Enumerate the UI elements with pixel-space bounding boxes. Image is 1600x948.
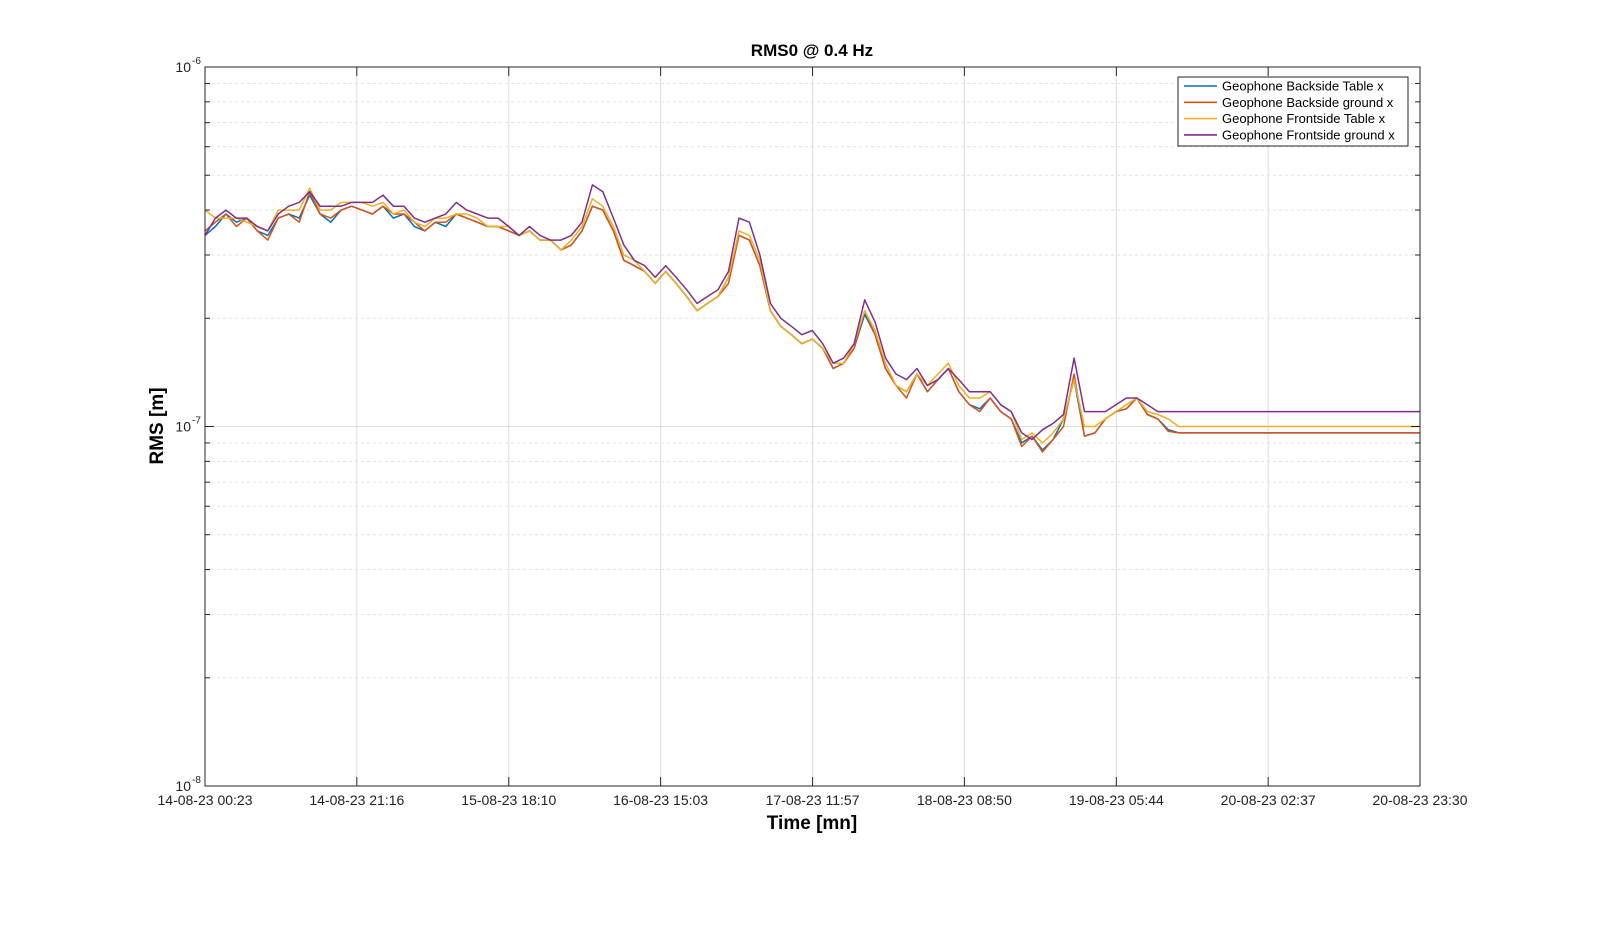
series-line-3	[204, 187, 1420, 444]
x-tick-label: 16-08-23 15:03	[613, 792, 708, 808]
y-tick-label: 10	[175, 59, 191, 75]
legend-label: Geophone Backside ground x	[1222, 95, 1394, 110]
x-axis: 14-08-23 00:23 14-08-23 21:16 15-08-23 18:…	[158, 67, 1468, 808]
x-tick-label: 18-08-23 08:50	[917, 792, 1012, 808]
y-tick-exponent: -6	[192, 56, 201, 67]
x-tick-label: 15-08-23 18:10	[461, 792, 556, 808]
chart-title: RMS0 @ 0.4 Hz	[751, 41, 873, 60]
x-tick-label: 20-08-23 02:37	[1221, 792, 1316, 808]
y-axis: 10-810-710-6	[175, 56, 1420, 794]
x-axis-label: Time [mn]	[767, 813, 857, 834]
y-tick-label: 10	[175, 419, 191, 435]
series-group	[204, 184, 1420, 453]
series-line-4	[204, 184, 1420, 441]
x-tick-label: 14-08-23 00:23	[158, 792, 253, 808]
x-tick-label: 20-08-23 23:30	[1373, 792, 1468, 808]
x-tick-label: 14-08-23 21:16	[309, 792, 404, 808]
legend-label: Geophone Backside Table x	[1222, 79, 1384, 94]
y-tick-exponent: -7	[192, 416, 201, 427]
y-axis-label: RMS [m]	[147, 387, 168, 464]
legend-label: Geophone Frontside ground x	[1222, 127, 1395, 142]
x-tick-label: 19-08-23 05:44	[1069, 792, 1164, 808]
x-tick-label: 17-08-23 11:57	[766, 792, 860, 808]
y-tick-label: 10	[175, 778, 191, 794]
legend-label: Geophone Frontside Table x	[1222, 111, 1386, 126]
y-tick-exponent: -8	[192, 775, 201, 786]
